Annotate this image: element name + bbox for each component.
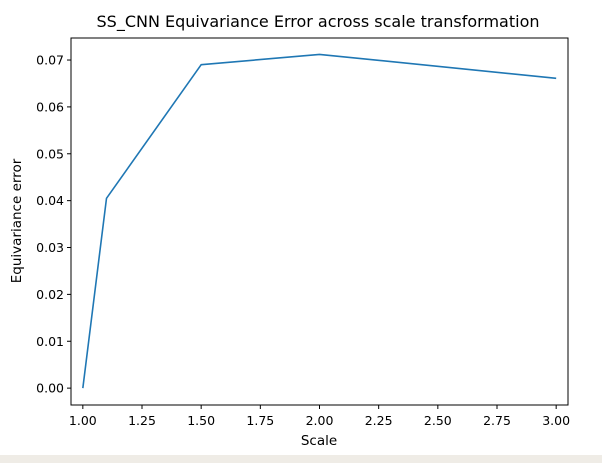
- chart-title: SS_CNN Equivariance Error across scale t…: [97, 12, 540, 32]
- y-tick-label: 0.07: [36, 53, 64, 68]
- x-tick-label: 1.50: [187, 413, 215, 428]
- y-tick-label: 0.00: [36, 381, 64, 396]
- x-tick-label: 2.25: [365, 413, 393, 428]
- y-tick-label: 0.05: [36, 146, 64, 161]
- x-axis-label: Scale: [301, 433, 337, 449]
- plot-area-frame: [70, 37, 569, 406]
- x-tick-label: 2.75: [483, 413, 511, 428]
- series-line: [82, 53, 557, 389]
- x-tick-label: 3.00: [542, 413, 570, 428]
- series-layer: [82, 53, 557, 389]
- y-axis-ticks: 0.00 0.01 0.02 0.03 0.04 0.05 0.06 0.07: [36, 53, 71, 396]
- x-tick-label: 1.25: [128, 413, 156, 428]
- x-tick-label: 1.75: [246, 413, 274, 428]
- x-tick-label: 2.00: [306, 413, 334, 428]
- y-tick-label: 0.01: [36, 334, 64, 349]
- x-tick-label: 2.50: [424, 413, 452, 428]
- y-tick-label: 0.06: [36, 99, 64, 114]
- y-tick-label: 0.02: [36, 287, 64, 302]
- x-tick-label: 1.00: [69, 413, 97, 428]
- y-axis-label: Equivariance error: [9, 158, 25, 283]
- y-tick-label: 0.04: [36, 193, 64, 208]
- y-tick-label: 0.03: [36, 240, 64, 255]
- x-axis-ticks: 1.00 1.25 1.50 1.75 2.00 2.25 2.50 2.75 3.00: [69, 405, 570, 428]
